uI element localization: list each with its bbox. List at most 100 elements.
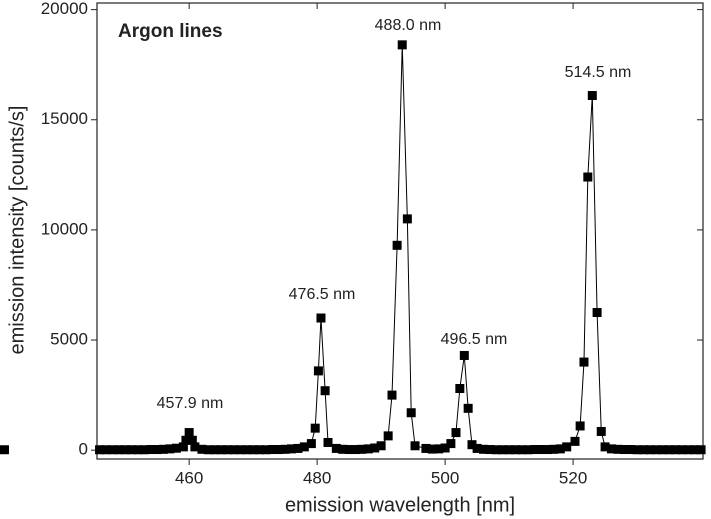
- data-point: [248, 445, 258, 455]
- x-tick-label: 460: [175, 468, 203, 487]
- data-point: [310, 423, 320, 433]
- data-point: [479, 444, 489, 454]
- x-axis-label: emission wavelength [nm]: [285, 494, 515, 516]
- data-point: [139, 445, 149, 455]
- data-point: [203, 445, 213, 455]
- data-point: [455, 384, 465, 394]
- peak-label: 476.5 nm: [289, 286, 356, 303]
- data-point: [555, 444, 565, 454]
- data-point: [664, 445, 674, 455]
- y-tick-label: 10000: [41, 219, 88, 238]
- data-point: [638, 445, 648, 455]
- data-point: [235, 445, 245, 455]
- data-point: [543, 445, 553, 455]
- data-point: [133, 445, 143, 455]
- data-point: [645, 445, 655, 455]
- data-point: [152, 445, 162, 455]
- data-point: [320, 386, 330, 396]
- data-point: [127, 445, 137, 455]
- data-point: [344, 445, 354, 455]
- data-point: [504, 445, 514, 455]
- data-point: [383, 431, 393, 441]
- peak-label: 514.5 nm: [565, 64, 632, 81]
- data-point: [107, 445, 117, 455]
- data-point: [331, 443, 341, 453]
- plot-frame: [96, 2, 704, 460]
- y-tick-label: 0: [79, 440, 88, 459]
- data-point: [287, 444, 297, 454]
- data-point: [120, 445, 130, 455]
- data-point: [600, 442, 610, 452]
- x-tick-label: 520: [559, 468, 587, 487]
- data-point: [210, 445, 220, 455]
- data-point: [472, 443, 482, 453]
- data-point: [523, 445, 533, 455]
- data-point: [274, 445, 284, 455]
- data-point: [619, 445, 629, 455]
- data-point: [427, 444, 437, 454]
- data-point: [410, 441, 420, 451]
- data-point: [316, 313, 326, 323]
- data-point: [498, 445, 508, 455]
- data-point: [651, 445, 661, 455]
- data-point: [299, 442, 309, 452]
- data-point: [261, 445, 271, 455]
- data-point: [459, 350, 469, 360]
- data-point: [397, 40, 407, 50]
- chart-title: Argon lines: [118, 21, 223, 42]
- data-point: [165, 444, 175, 454]
- data-point: [267, 445, 277, 455]
- data-point: [570, 436, 580, 446]
- data-point: [587, 91, 597, 101]
- data-point: [338, 444, 348, 454]
- data-point: [683, 445, 693, 455]
- data-point: [690, 445, 700, 455]
- data-point: [451, 428, 461, 438]
- data-point: [406, 408, 416, 418]
- data-point: [0, 445, 9, 455]
- data-point: [536, 445, 546, 455]
- data-point: [178, 442, 188, 452]
- data-point: [187, 435, 197, 445]
- x-tick-label: 500: [431, 468, 459, 487]
- data-point: [95, 445, 105, 455]
- data-point: [511, 445, 521, 455]
- data-point: [583, 172, 593, 182]
- data-point: [579, 357, 589, 367]
- data-point: [530, 445, 540, 455]
- y-axis-label: emission intensity [counts/s]: [6, 106, 28, 355]
- peak-label: 488.0 nm: [375, 17, 442, 34]
- data-point: [596, 426, 606, 436]
- data-point: [351, 445, 361, 455]
- data-point: [670, 445, 680, 455]
- y-tick-label: 5000: [50, 330, 88, 349]
- data-point: [363, 444, 373, 454]
- data-point: [549, 444, 559, 454]
- data-point: [446, 439, 456, 449]
- data-point: [387, 390, 397, 400]
- data-point: [280, 444, 290, 454]
- data-point: [402, 214, 412, 224]
- y-tick-label: 20000: [41, 0, 88, 18]
- data-point: [376, 441, 386, 451]
- data-point: [313, 366, 323, 376]
- data-point: [370, 443, 380, 453]
- data-point: [216, 445, 226, 455]
- data-point: [606, 444, 616, 454]
- data-point: [613, 444, 623, 454]
- data-point: [190, 442, 200, 452]
- data-point: [485, 445, 495, 455]
- data-point: [575, 421, 585, 431]
- data-point: [197, 444, 207, 454]
- data-point: [293, 443, 303, 453]
- data-point: [184, 428, 194, 438]
- data-point: [114, 445, 124, 455]
- data-point: [517, 445, 527, 455]
- data-point: [463, 403, 473, 413]
- data-point: [562, 442, 572, 452]
- data-point: [242, 445, 252, 455]
- data-point: [626, 445, 636, 455]
- data-point: [223, 445, 233, 455]
- data-point: [357, 444, 367, 454]
- x-tick-label: 480: [303, 468, 331, 487]
